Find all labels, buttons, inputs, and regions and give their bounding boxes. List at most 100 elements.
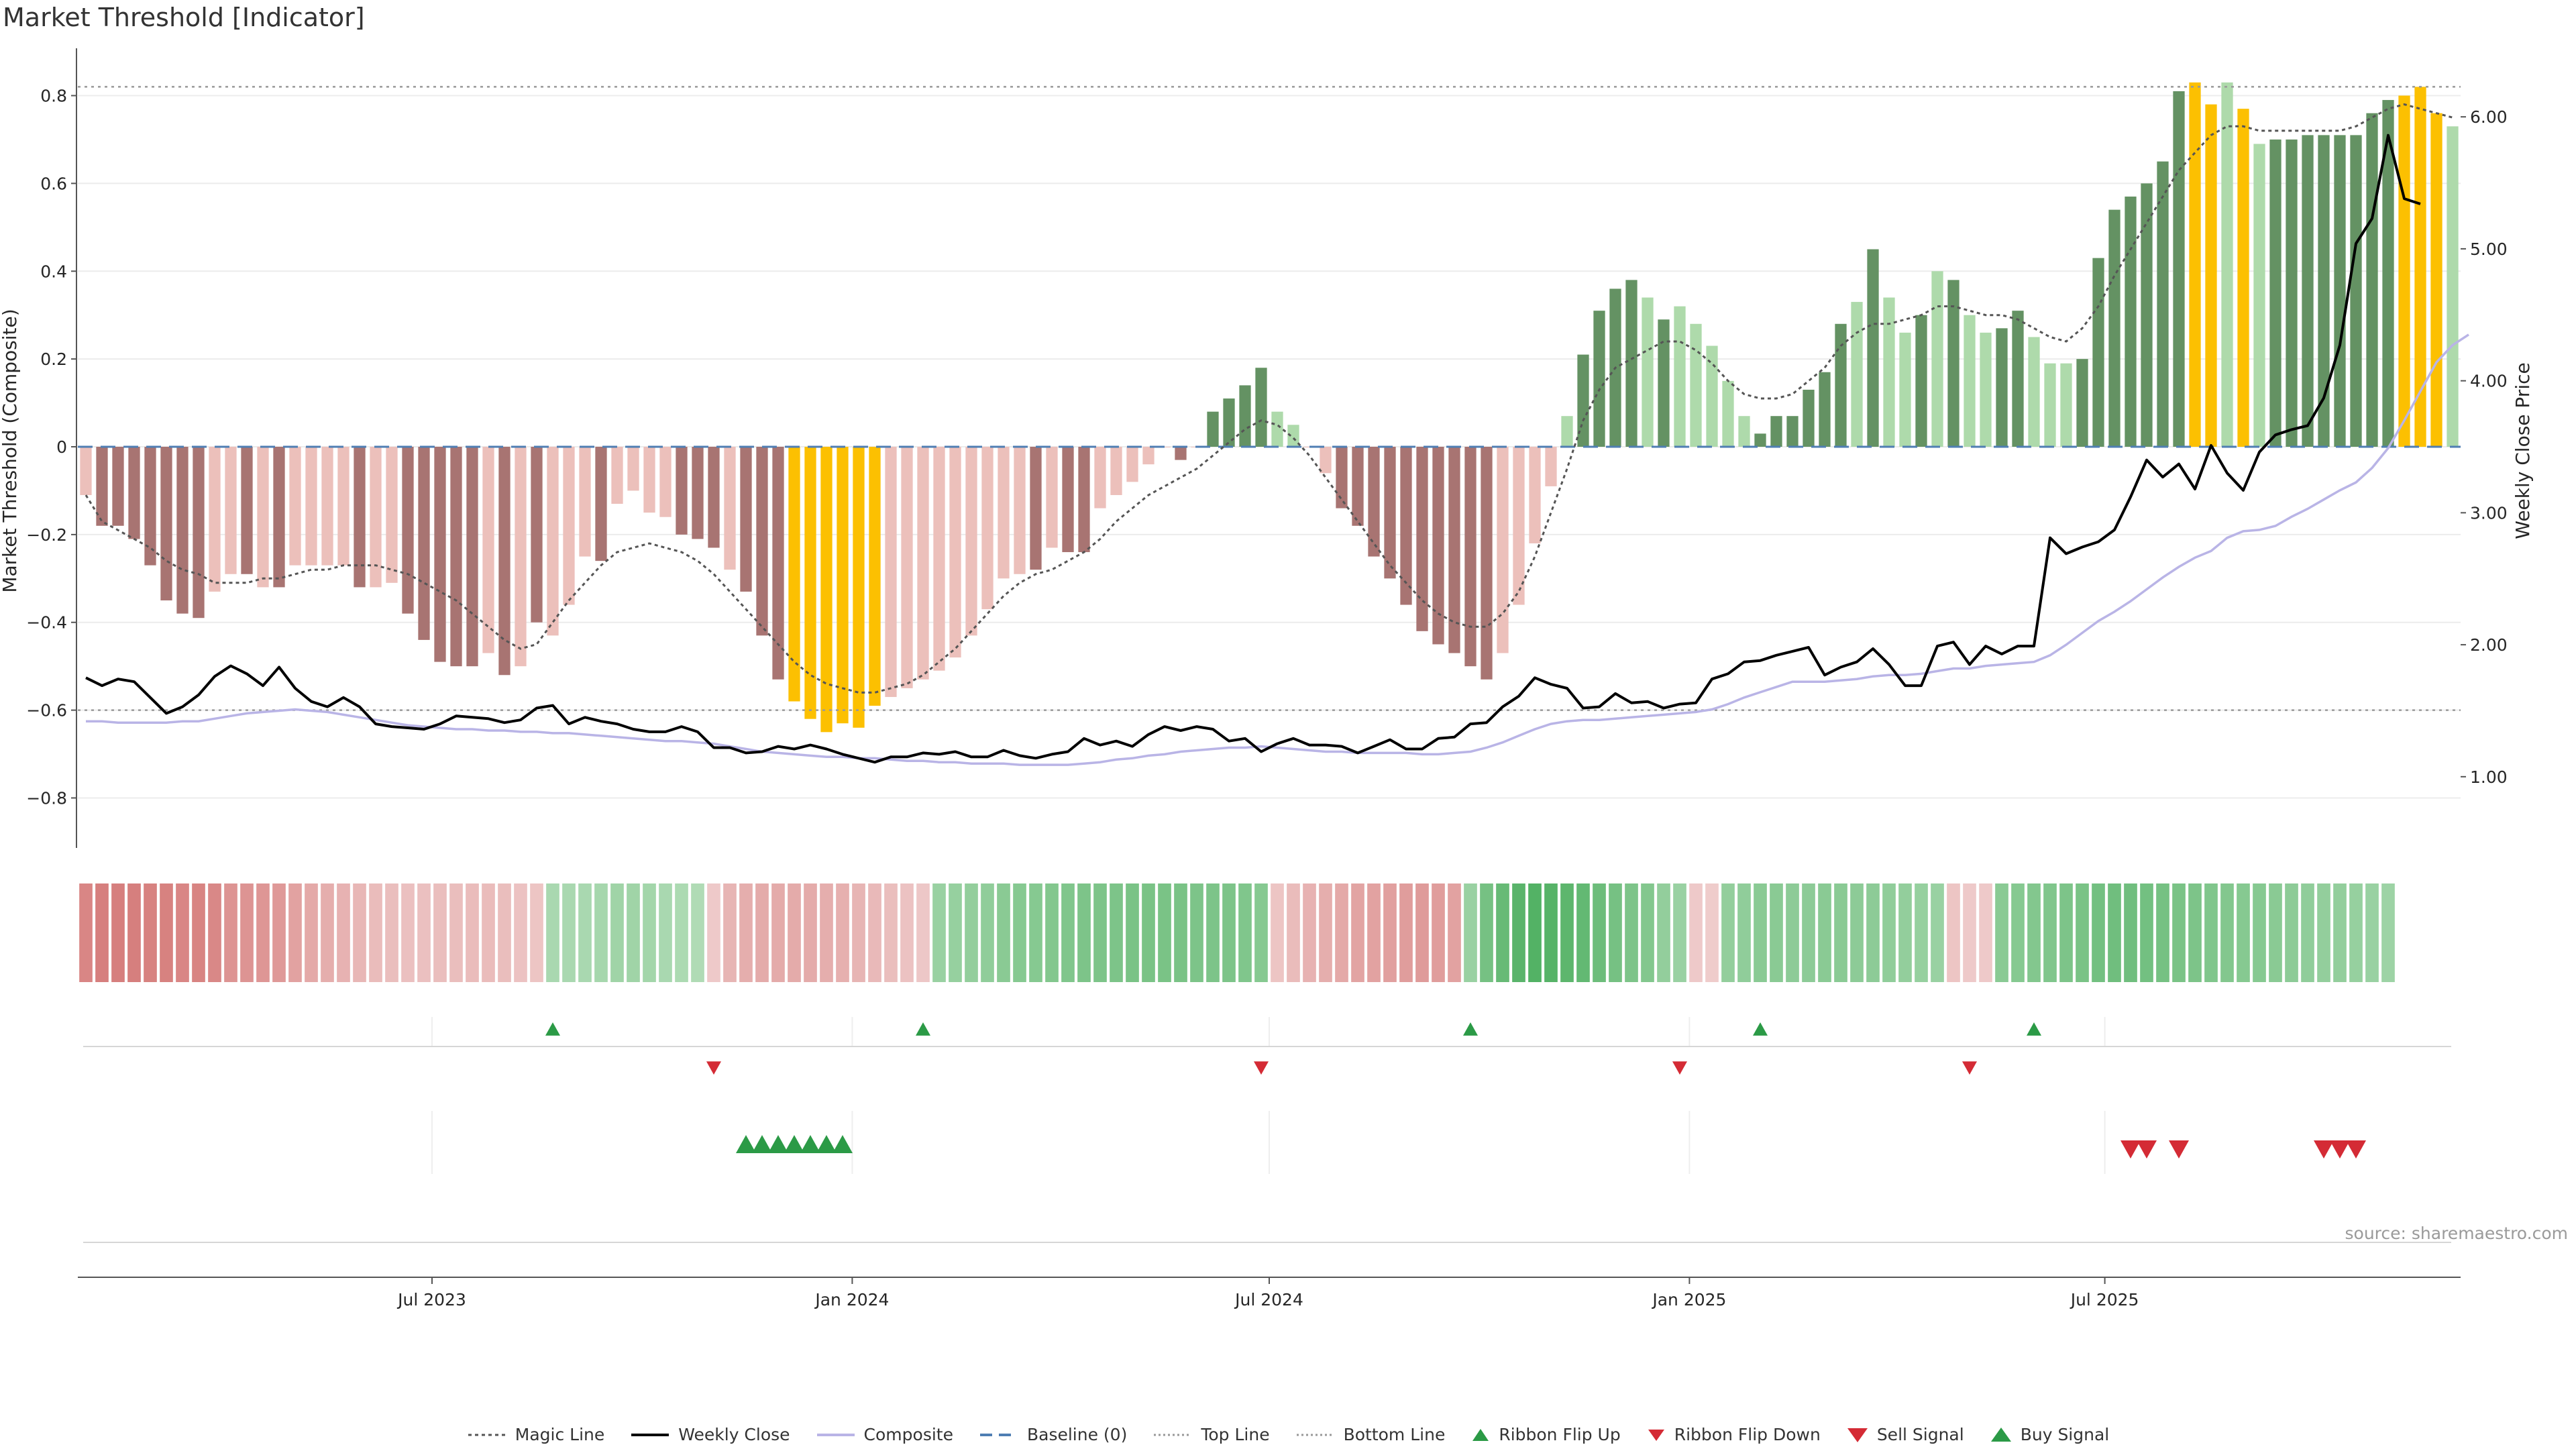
buy-signal-marker bbox=[736, 1135, 756, 1153]
legend-bottom-line[interactable]: Bottom Line bbox=[1295, 1425, 1445, 1444]
legend-label: Composite bbox=[863, 1425, 953, 1444]
ribbon-cell bbox=[498, 883, 511, 982]
threshold-bar bbox=[837, 447, 849, 724]
ribbon-cell bbox=[111, 883, 125, 982]
ribbon-cell bbox=[1271, 883, 1284, 982]
threshold-bar bbox=[2253, 144, 2265, 447]
composite-swatch bbox=[816, 1433, 855, 1436]
ribbon-cell bbox=[981, 883, 994, 982]
ribbon-cell bbox=[2172, 883, 2186, 982]
ribbon-cell bbox=[723, 883, 737, 982]
legend-top-line[interactable]: Top Line bbox=[1152, 1425, 1270, 1444]
legend-buy-signal[interactable]: Buy Signal bbox=[1990, 1425, 2109, 1444]
threshold-bar bbox=[144, 447, 156, 566]
threshold-bar bbox=[2125, 197, 2137, 447]
y-tick-label: −0.4 bbox=[26, 613, 67, 633]
ribbon-cell bbox=[2220, 883, 2234, 982]
ribbon-cell bbox=[1528, 883, 1542, 982]
ribbon-cell bbox=[1947, 883, 1960, 982]
ribbon-flip-up-marker bbox=[1753, 1022, 1768, 1036]
threshold-bar bbox=[627, 447, 639, 491]
legend-weekly-close[interactable]: Weekly Close bbox=[630, 1425, 790, 1444]
ribbon-cell bbox=[1287, 883, 1300, 982]
ribbon-cell bbox=[1206, 883, 1220, 982]
ribbon-cell bbox=[675, 883, 688, 982]
threshold-bar bbox=[112, 447, 124, 526]
threshold-bar bbox=[1915, 315, 1927, 447]
axes: 0.8 0.6 0.4 0.2 0 −0.2 −0.4 −0.6 −0.8 6.00 5.00 4.0… bbox=[26, 48, 2508, 1309]
threshold-bar bbox=[2108, 209, 2121, 447]
threshold-bar bbox=[1529, 447, 1541, 543]
y-tick-label: −0.6 bbox=[26, 701, 67, 720]
ribbon-cell bbox=[466, 883, 479, 982]
threshold-bar bbox=[1094, 447, 1106, 508]
threshold-bar bbox=[1287, 425, 1299, 447]
ribbon-cell bbox=[2285, 883, 2298, 982]
threshold-bar bbox=[1658, 319, 1670, 447]
y-tick-label: 0 bbox=[56, 437, 67, 457]
ribbon-cell bbox=[176, 883, 189, 982]
threshold-bar bbox=[756, 447, 768, 636]
ribbon-cell bbox=[1576, 883, 1590, 982]
threshold-bar bbox=[193, 447, 205, 619]
ribbon-cell bbox=[997, 883, 1010, 982]
ribbon-cell bbox=[1399, 883, 1413, 982]
legend-magic-line[interactable]: Magic Line bbox=[467, 1425, 604, 1444]
threshold-bar bbox=[869, 447, 881, 706]
threshold-bar bbox=[370, 447, 382, 588]
ribbon-cell bbox=[353, 883, 366, 982]
sell-triangle-icon bbox=[1847, 1428, 1868, 1442]
threshold-bar bbox=[2318, 135, 2330, 447]
ribbon-cell bbox=[2381, 883, 2395, 982]
threshold-bar bbox=[450, 447, 462, 667]
ribbon-cell bbox=[1915, 883, 1928, 982]
ribbon-cell bbox=[1609, 883, 1622, 982]
ribbon-cell bbox=[1448, 883, 1461, 982]
ribbon-cell bbox=[2124, 883, 2137, 982]
legend-ribbon-flip-down[interactable]: Ribbon Flip Down bbox=[1646, 1425, 1821, 1444]
threshold-bar bbox=[1706, 345, 1718, 447]
ribbon-cell bbox=[1625, 883, 1638, 982]
threshold-bar bbox=[466, 447, 478, 667]
ribbon-cell bbox=[546, 883, 559, 982]
ribbon-cell bbox=[884, 883, 898, 982]
ribbon-cell bbox=[771, 883, 785, 982]
threshold-bar bbox=[1271, 411, 1283, 447]
ribbon-cell bbox=[1383, 883, 1397, 982]
threshold-bar bbox=[659, 447, 672, 517]
legend-sell-signal[interactable]: Sell Signal bbox=[1846, 1425, 1964, 1444]
threshold-bar bbox=[209, 447, 221, 592]
ribbon-cell bbox=[1754, 883, 1767, 982]
ribbon-cell bbox=[1174, 883, 1187, 982]
threshold-bar bbox=[853, 447, 865, 728]
threshold-bar bbox=[1255, 368, 1267, 447]
ribbon-cell bbox=[1593, 883, 1606, 982]
sell-signal-marker bbox=[2330, 1140, 2350, 1159]
triangle-down-icon bbox=[1648, 1429, 1664, 1441]
threshold-bar bbox=[885, 447, 897, 697]
ribbon-cell bbox=[2027, 883, 2041, 982]
sell-signal-marker bbox=[2137, 1140, 2157, 1159]
threshold-bar bbox=[1577, 354, 1589, 447]
threshold-bar bbox=[80, 447, 92, 495]
threshold-bar bbox=[273, 447, 285, 588]
signal-panels bbox=[78, 1017, 2461, 1278]
legend-label: Baseline (0) bbox=[1026, 1425, 1128, 1444]
ribbon-cell bbox=[272, 883, 286, 982]
threshold-bar bbox=[1835, 323, 1847, 447]
legend-ribbon-flip-up[interactable]: Ribbon Flip Up bbox=[1470, 1425, 1621, 1444]
buy-signal-marker bbox=[768, 1135, 788, 1153]
ribbon-cell bbox=[1866, 883, 1880, 982]
threshold-bar bbox=[563, 447, 575, 605]
legend-composite[interactable]: Composite bbox=[816, 1425, 953, 1444]
threshold-bar bbox=[1014, 447, 1026, 574]
threshold-bar bbox=[1803, 389, 1815, 447]
ribbon-cell bbox=[1641, 883, 1654, 982]
threshold-bar bbox=[788, 447, 800, 702]
threshold-bar bbox=[611, 447, 623, 504]
buy-signal-marker bbox=[833, 1135, 853, 1153]
legend-baseline[interactable]: Baseline (0) bbox=[979, 1425, 1127, 1444]
y2-tick-label: 6.00 bbox=[2470, 107, 2508, 127]
threshold-bar bbox=[708, 447, 720, 548]
threshold-bar bbox=[998, 447, 1010, 579]
